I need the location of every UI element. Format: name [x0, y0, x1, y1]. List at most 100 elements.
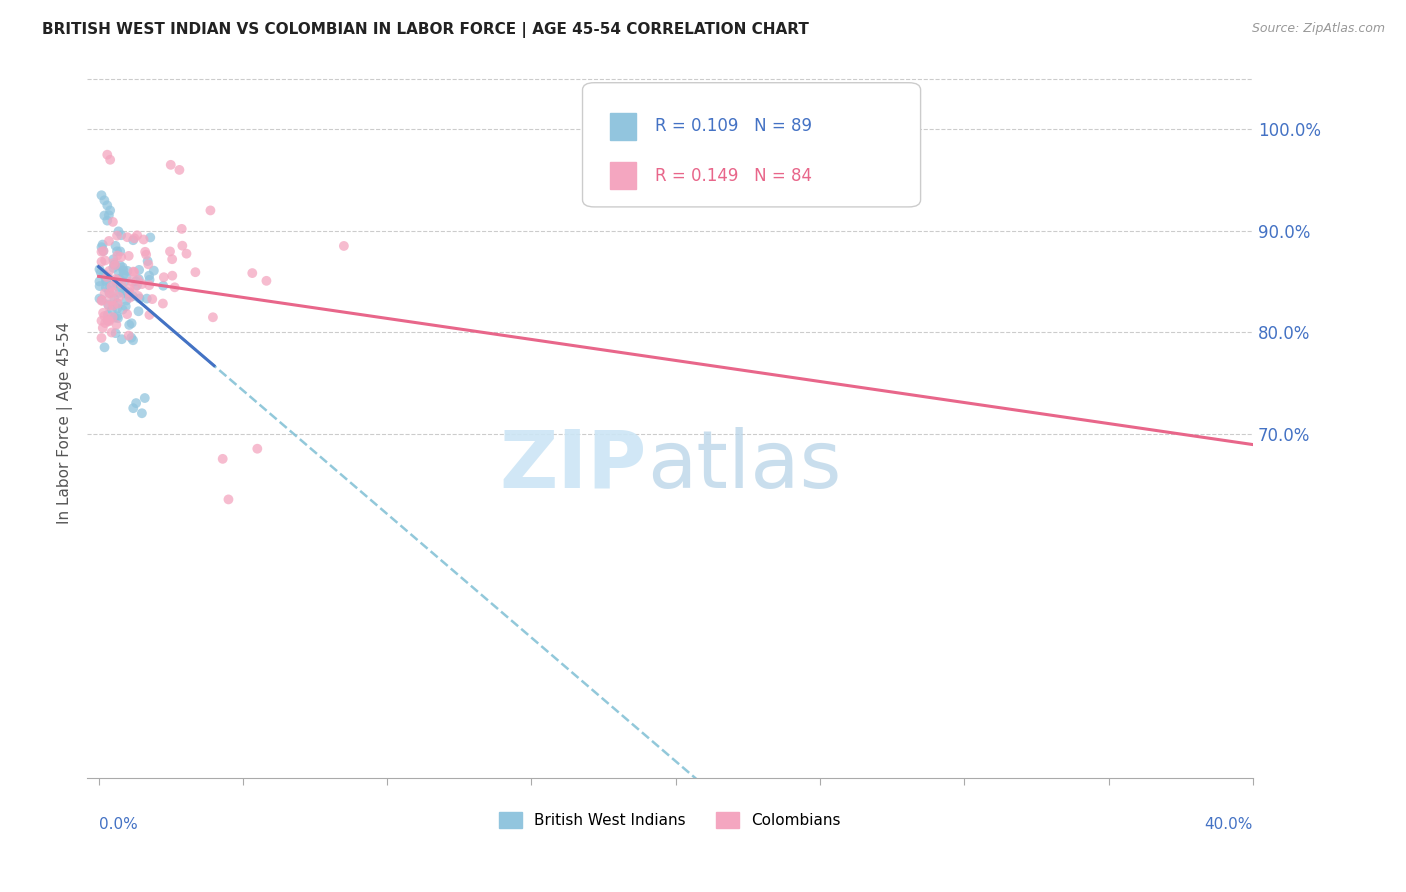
- Point: [184, 265, 207, 279]
- Point: [96, 213, 118, 227]
- Point: [103, 260, 125, 275]
- Point: [120, 274, 142, 288]
- Point: [120, 331, 142, 345]
- Point: [211, 451, 233, 466]
- Point: [90, 265, 112, 279]
- Point: [122, 265, 145, 279]
- Point: [103, 310, 125, 325]
- Point: [101, 299, 124, 313]
- Point: [122, 264, 145, 278]
- Point: [103, 258, 125, 272]
- Point: [100, 326, 122, 340]
- Point: [91, 306, 114, 320]
- Point: [104, 272, 127, 286]
- Point: [96, 270, 118, 285]
- Point: [107, 311, 129, 326]
- Point: [97, 308, 120, 322]
- Point: [121, 316, 143, 330]
- Point: [90, 331, 112, 345]
- Point: [93, 267, 115, 281]
- Point: [125, 278, 148, 293]
- Point: [122, 233, 145, 247]
- Text: atlas: atlas: [647, 427, 841, 505]
- Point: [107, 224, 129, 238]
- Point: [139, 230, 162, 244]
- Point: [176, 246, 198, 260]
- Point: [201, 310, 224, 325]
- Point: [98, 285, 121, 300]
- Bar: [610, 112, 636, 139]
- Point: [105, 228, 128, 243]
- Point: [112, 263, 135, 277]
- Point: [94, 275, 117, 289]
- Point: [94, 253, 117, 268]
- Point: [93, 286, 115, 301]
- Point: [93, 244, 115, 258]
- Point: [104, 326, 127, 341]
- Point: [90, 244, 112, 259]
- Point: [118, 249, 141, 263]
- Point: [134, 244, 156, 259]
- Point: [135, 292, 157, 306]
- Point: [96, 270, 118, 285]
- Point: [105, 249, 128, 263]
- Point: [104, 277, 127, 292]
- Point: [90, 254, 112, 268]
- Point: [105, 244, 128, 259]
- Point: [105, 296, 128, 310]
- Point: [112, 268, 135, 282]
- Point: [200, 203, 222, 218]
- Point: [117, 285, 139, 300]
- Point: [159, 244, 181, 259]
- Point: [117, 288, 139, 302]
- Point: [118, 285, 141, 300]
- Point: [128, 272, 150, 286]
- Point: [108, 285, 131, 300]
- Point: [97, 314, 120, 328]
- Point: [115, 269, 138, 284]
- Point: [108, 259, 131, 273]
- Point: [333, 239, 356, 253]
- Point: [108, 290, 131, 304]
- Point: [97, 208, 120, 222]
- Point: [110, 244, 132, 259]
- Point: [94, 269, 117, 284]
- Point: [131, 277, 153, 291]
- Point: [108, 266, 131, 280]
- Point: [105, 318, 128, 332]
- Point: [134, 391, 156, 405]
- Point: [91, 293, 114, 308]
- Point: [89, 292, 111, 306]
- Point: [122, 333, 145, 347]
- Point: [98, 264, 121, 278]
- Text: 0.0%: 0.0%: [98, 817, 138, 832]
- Point: [93, 194, 115, 208]
- Point: [114, 284, 136, 298]
- Point: [94, 280, 117, 294]
- Point: [97, 298, 120, 312]
- Point: [107, 279, 129, 293]
- Point: [128, 292, 150, 306]
- Point: [115, 307, 138, 321]
- Point: [136, 257, 159, 271]
- Point: [105, 273, 128, 287]
- Point: [153, 270, 176, 285]
- Point: [124, 231, 146, 245]
- Point: [160, 252, 183, 267]
- Point: [93, 309, 115, 323]
- Point: [98, 286, 121, 301]
- Point: [105, 310, 128, 324]
- Point: [127, 228, 149, 243]
- Point: [118, 318, 141, 332]
- Point: [138, 308, 160, 322]
- Point: [131, 406, 153, 420]
- Point: [91, 321, 114, 335]
- Point: [105, 301, 128, 316]
- Point: [135, 247, 157, 261]
- Point: [104, 258, 127, 272]
- Point: [240, 266, 263, 280]
- Point: [163, 280, 186, 294]
- Point: [96, 273, 118, 287]
- Bar: [610, 162, 636, 189]
- Point: [112, 275, 135, 289]
